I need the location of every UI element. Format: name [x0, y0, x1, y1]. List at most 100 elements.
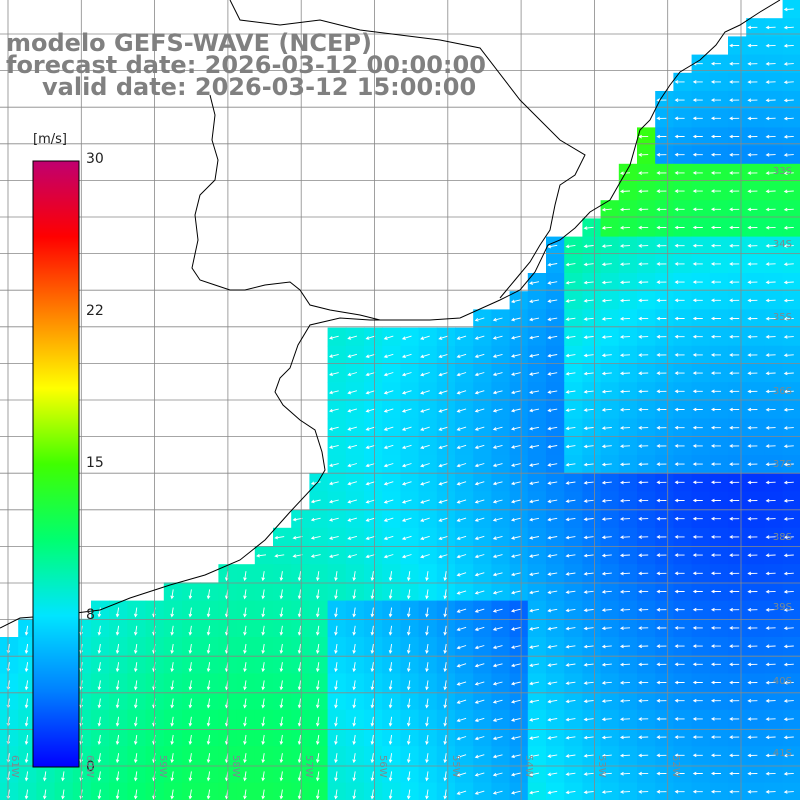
wind-arrow: [747, 553, 758, 558]
wind-arrow: [279, 771, 284, 782]
wind-arrow: [334, 680, 338, 691]
wind-arrow: [619, 790, 631, 794]
wind-arrow: [656, 753, 667, 758]
wind-arrow: [601, 644, 612, 649]
wind-arrow: [406, 571, 411, 582]
wind-arrow: [674, 80, 685, 84]
wind-arrow: [420, 335, 430, 340]
wind-arrow: [601, 317, 612, 321]
wind-arrow: [619, 771, 631, 776]
wind-arrow: [510, 608, 521, 613]
wind-arrow: [710, 316, 721, 321]
wind-arrow: [601, 790, 612, 794]
map-title-valid-date: valid date: 2026-03-12 15:00:00: [42, 73, 477, 101]
wind-arrow: [420, 426, 430, 431]
wind-arrow: [243, 789, 247, 800]
wind-arrow: [328, 335, 339, 340]
wind-arrow: [565, 353, 576, 358]
wind-arrow: [510, 663, 521, 668]
wind-arrow: [692, 316, 703, 321]
wind-arrow: [565, 699, 576, 704]
wind-arrow: [243, 589, 247, 600]
wind-arrow: [510, 645, 521, 649]
wind-arrow: [583, 663, 594, 667]
wind-arrow: [710, 516, 721, 521]
wind-arrow: [656, 462, 667, 466]
colorbar-unit: [m/s]: [33, 132, 67, 147]
wind-arrow: [297, 771, 302, 782]
wind-arrow: [765, 680, 776, 685]
wind-arrow: [729, 280, 740, 284]
wind-arrow: [443, 625, 447, 636]
wind-arrow: [583, 590, 594, 594]
wind-arrow: [747, 171, 758, 175]
wind-arrow: [583, 535, 594, 540]
wind-arrow: [747, 662, 758, 667]
wind-arrow: [529, 790, 540, 795]
wind-arrow: [710, 407, 721, 412]
wind-arrow: [401, 481, 412, 486]
wind-arrow: [638, 517, 649, 521]
wind-arrow: [619, 717, 631, 722]
wind-arrow: [474, 790, 485, 795]
wind-arrow: [638, 426, 649, 430]
wind-arrow: [729, 298, 740, 303]
wind-arrow: [243, 771, 247, 782]
wind-arrow: [334, 643, 338, 654]
wind-arrow: [765, 589, 776, 594]
wind-arrow: [529, 481, 540, 486]
wind-arrow: [565, 299, 576, 303]
colorbar: [32, 160, 80, 768]
colorbar-tick-15: 15: [86, 455, 104, 471]
wind-arrow: [170, 607, 174, 618]
wind-arrow: [656, 152, 667, 157]
wind-arrow: [783, 7, 794, 12]
wind-arrow: [765, 608, 776, 612]
wind-arrow: [692, 444, 703, 448]
wind-arrow: [565, 426, 576, 431]
wind-arrow: [97, 716, 102, 727]
wind-arrow: [279, 734, 284, 745]
wind-arrow: [729, 389, 740, 394]
wind-arrow: [370, 625, 375, 636]
wind-arrow: [297, 643, 302, 654]
wind-arrow: [401, 499, 412, 504]
wind-arrow: [24, 698, 29, 709]
wind-arrow: [747, 571, 758, 576]
wind-arrow: [474, 372, 485, 377]
wind-arrow: [674, 116, 685, 121]
wind-arrow: [619, 225, 631, 230]
wind-arrow: [547, 499, 558, 504]
wind-arrow: [765, 43, 776, 48]
wind-arrow: [529, 317, 540, 322]
wind-arrow: [565, 499, 576, 503]
wind-arrow: [765, 80, 776, 84]
lat-label-37s: 37S: [772, 459, 792, 470]
wind-arrow: [710, 735, 721, 739]
wind-arrow: [765, 98, 776, 103]
wind-arrow: [529, 645, 540, 649]
wind-arrow: [315, 753, 320, 764]
wind-arrow: [388, 753, 393, 764]
wind-arrow: [601, 772, 612, 776]
wind-arrow: [315, 643, 320, 654]
wind-arrow: [729, 516, 740, 521]
wind-arrow: [456, 572, 467, 577]
wind-arrow: [619, 262, 631, 267]
wind-arrow: [133, 607, 138, 618]
wind-arrow: [656, 735, 667, 739]
wind-arrow: [583, 717, 594, 722]
wind-arrow: [443, 643, 447, 654]
wind-arrow: [710, 134, 721, 139]
wind-arrow: [510, 717, 521, 722]
wind-arrow: [97, 607, 102, 618]
wind-arrow: [443, 716, 447, 727]
wind-arrow: [783, 25, 794, 30]
wind-arrow: [710, 498, 721, 503]
wind-arrow: [783, 680, 794, 685]
wind-arrow: [747, 98, 758, 103]
wind-arrow: [529, 772, 540, 777]
wind-arrow: [783, 790, 794, 794]
wind-arrow: [601, 426, 612, 430]
wind-arrow: [388, 734, 393, 745]
